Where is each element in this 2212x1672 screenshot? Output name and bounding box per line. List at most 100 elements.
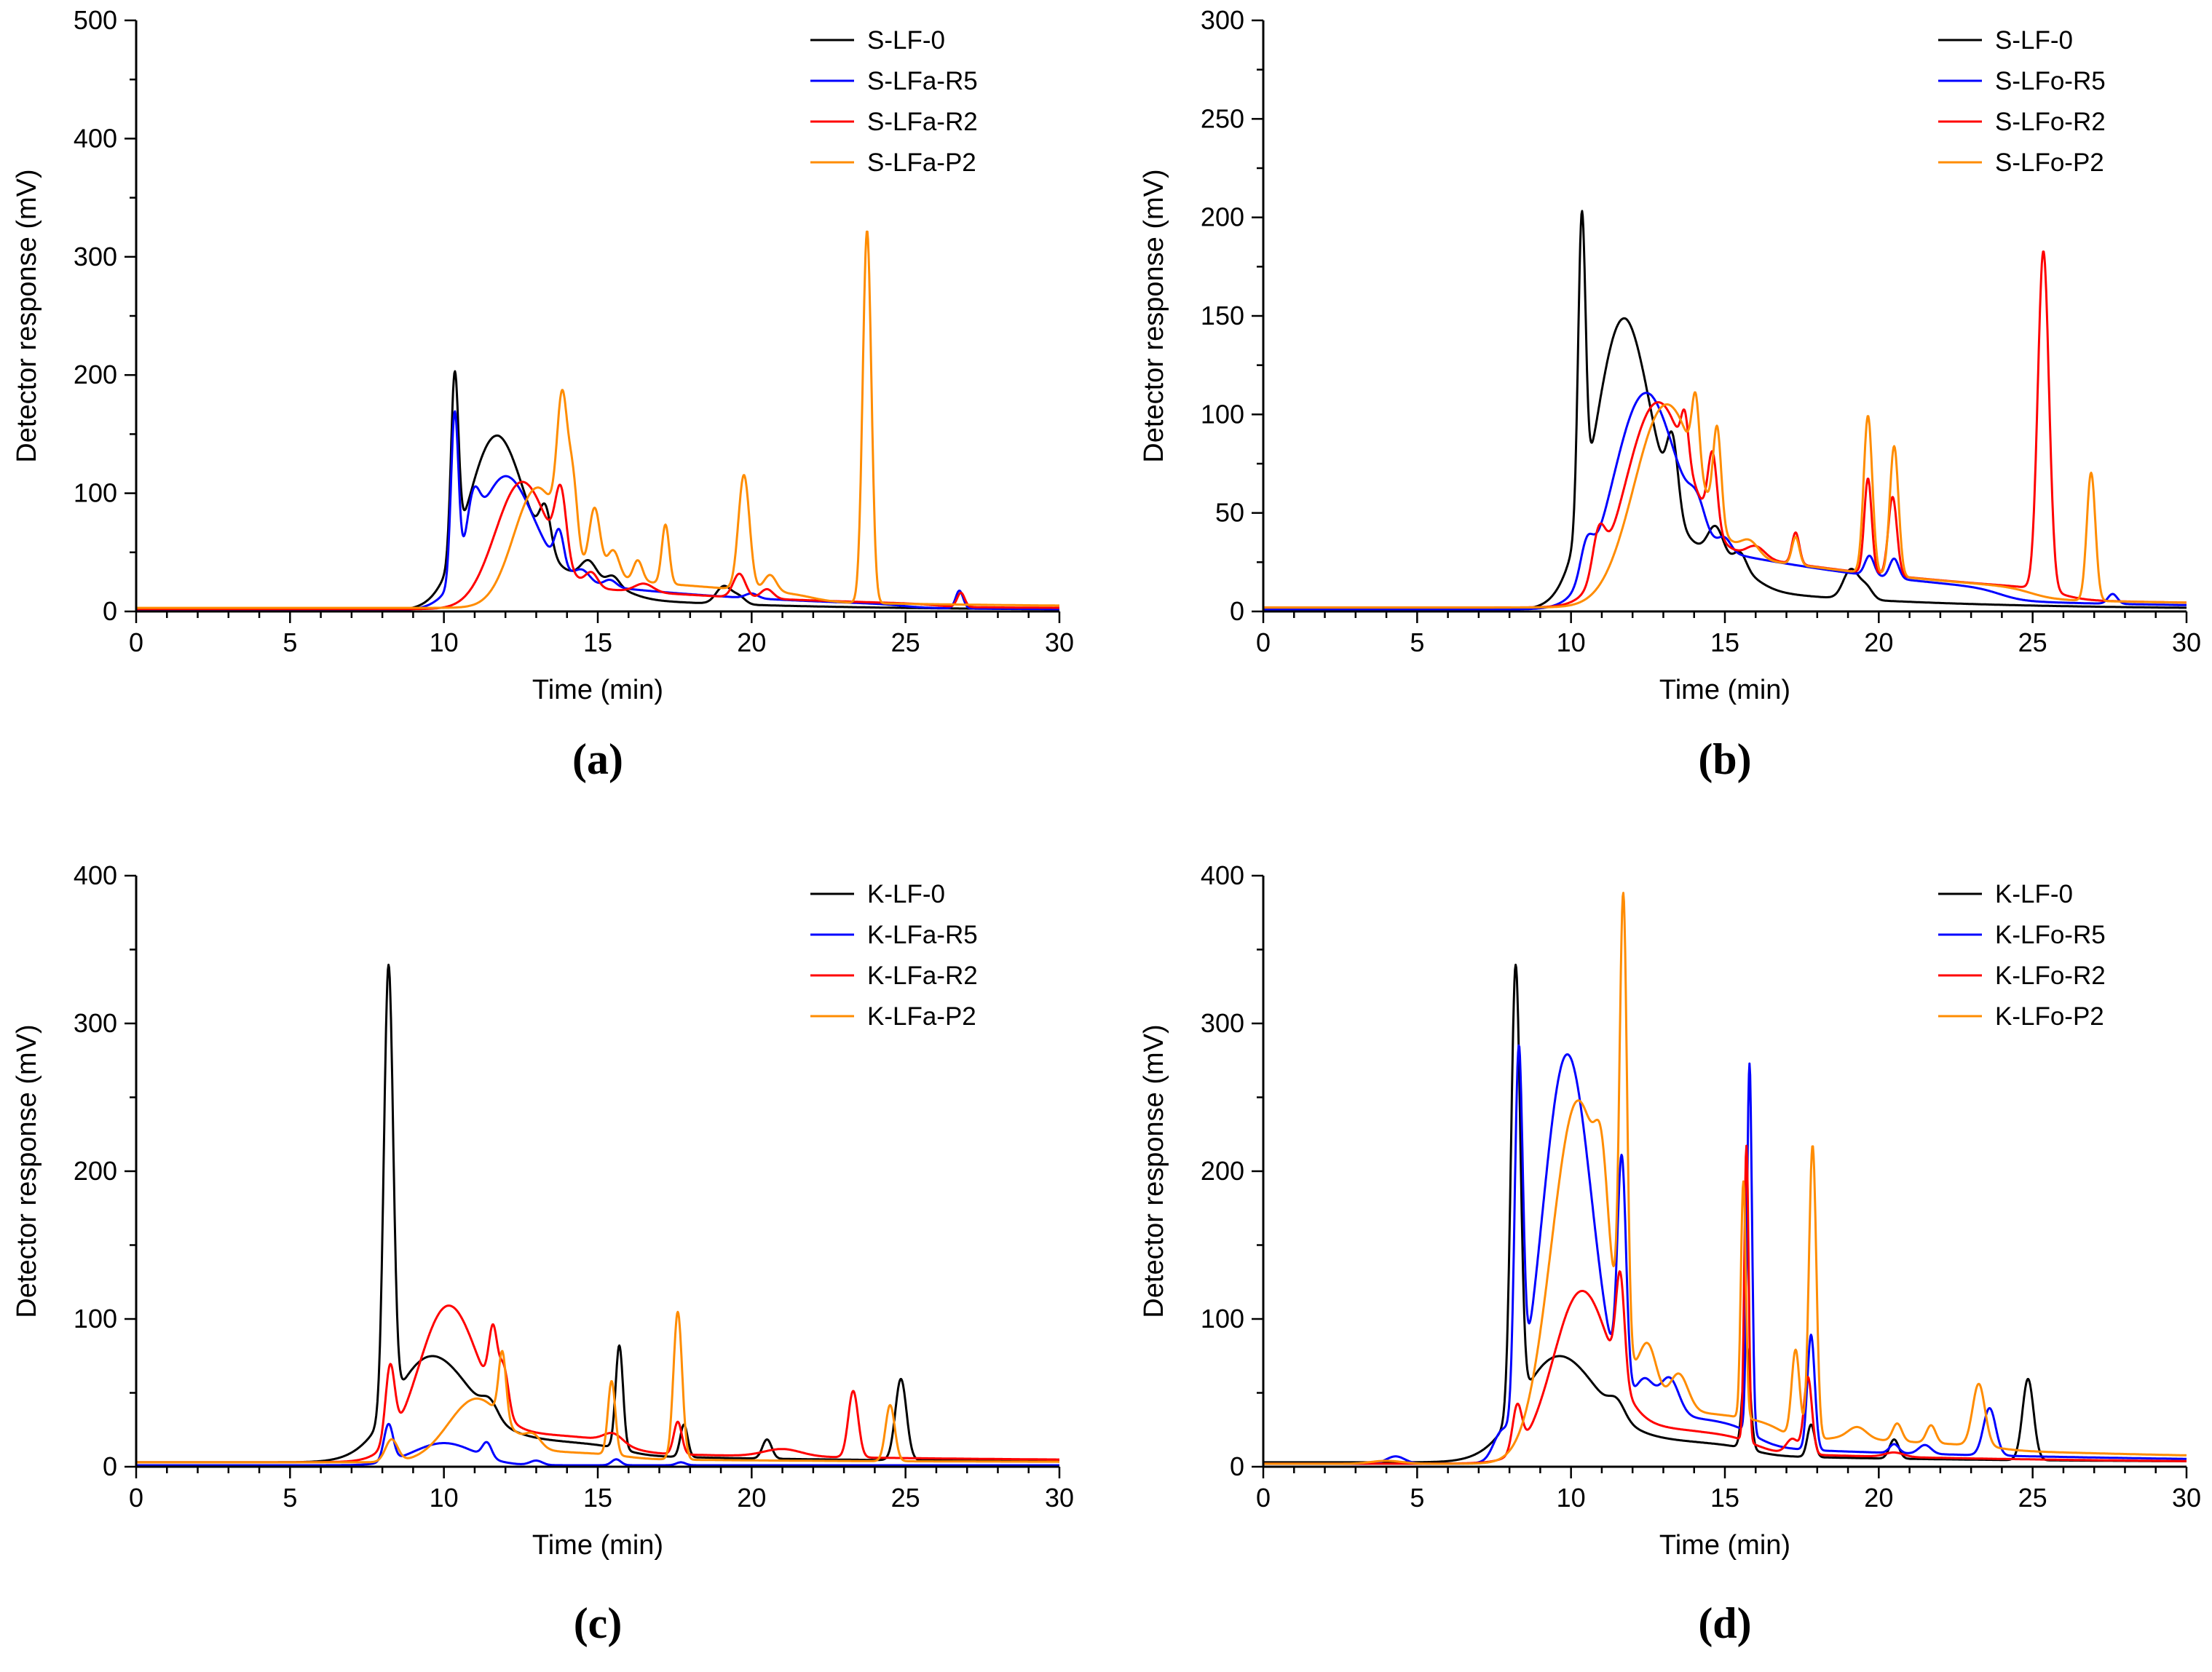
y-tick-label: 0: [1230, 596, 1244, 626]
y-tick-label: 100: [1201, 1304, 1244, 1334]
series-line-K-LF-0: [136, 963, 1059, 1464]
y-tick-label: 300: [74, 242, 117, 272]
x-tick-label: 10: [1557, 627, 1586, 657]
x-tick-label: 15: [1710, 1483, 1739, 1513]
x-tick-label: 5: [1410, 627, 1424, 657]
x-tick-label: 5: [283, 1483, 297, 1513]
x-tick-label: 15: [1710, 627, 1739, 657]
legend: S-LF-0 S-LFo-R5 S-LFo-R2 S-LFo-P2: [1938, 26, 2106, 177]
series-group: [1263, 210, 2187, 611]
series-line-K-LFo-P2: [1263, 892, 2187, 1465]
y-tick-label: 100: [74, 1304, 117, 1334]
series-line-S-LFo-R5: [1263, 392, 2187, 611]
x-tick-label: 25: [2018, 627, 2047, 657]
panel-label: (d): [1698, 1599, 1751, 1647]
x-axis-title: Time (min): [532, 1530, 663, 1561]
x-tick-label: 10: [1557, 1483, 1586, 1513]
y-tick-label: 100: [74, 478, 117, 508]
legend-label: S-LF-0: [1995, 26, 2073, 55]
x-tick-label: 20: [1864, 627, 1893, 657]
y-tick-label: 300: [74, 1008, 117, 1038]
legend-label: K-LFo-R5: [1995, 921, 2106, 949]
x-axis-title: Time (min): [1659, 675, 1790, 705]
x-tick-label: 20: [1864, 1483, 1893, 1513]
y-tick-label: 0: [103, 596, 117, 626]
series-line-S-LF-0: [1263, 210, 2187, 611]
y-tick-label: 300: [1201, 5, 1244, 35]
y-axis-title: Detector response (mV): [1139, 169, 1169, 462]
series-line-S-LFa-P2: [136, 230, 1059, 609]
y-tick-label: 0: [103, 1451, 117, 1481]
x-tick-label: 30: [1045, 1483, 1074, 1513]
panel-label: (b): [1698, 735, 1751, 783]
legend-label: K-LFa-P2: [867, 1002, 976, 1031]
series-line-K-LFa-P2: [136, 1310, 1059, 1464]
y-tick-label: 400: [1201, 860, 1244, 890]
x-axis-title: Time (min): [1659, 1530, 1790, 1561]
y-tick-label: 0: [1230, 1451, 1244, 1481]
legend: K-LF-0 K-LFa-R5 K-LFa-R2 K-LFa-P2: [810, 880, 978, 1031]
series-group: [136, 230, 1059, 611]
x-tick-label: 30: [2172, 627, 2201, 657]
x-tick-label: 0: [129, 1483, 143, 1513]
series-line-K-LFa-R2: [136, 1304, 1059, 1464]
legend-label: K-LFa-R2: [867, 962, 978, 990]
series-line-K-LFo-R5: [1263, 1044, 2187, 1465]
x-tick-label: 30: [2172, 1483, 2201, 1513]
x-axis-title: Time (min): [532, 675, 663, 705]
panel-label: (a): [572, 735, 623, 783]
y-tick-label: 200: [74, 360, 117, 389]
legend-label: S-LFo-R5: [1995, 67, 2106, 95]
x-tick-label: 0: [1256, 1483, 1271, 1513]
x-tick-label: 15: [583, 627, 612, 657]
series-group: [1263, 892, 2187, 1465]
x-tick-label: 20: [737, 1483, 766, 1513]
x-tick-label: 10: [430, 1483, 459, 1513]
panel-label: (c): [574, 1599, 623, 1647]
y-tick-label: 200: [1201, 1156, 1244, 1186]
series-line-S-LFa-R5: [136, 410, 1059, 611]
y-axis-title: Detector response (mV): [12, 169, 42, 462]
x-tick-label: 20: [737, 627, 766, 657]
legend: S-LF-0 S-LFa-R5 S-LFa-R2 S-LFa-P2: [810, 26, 978, 177]
y-tick-label: 200: [74, 1156, 117, 1186]
y-tick-label: 500: [74, 5, 117, 35]
y-tick-label: 150: [1201, 301, 1244, 330]
legend-label: K-LF-0: [867, 880, 945, 908]
x-tick-label: 25: [891, 627, 920, 657]
legend-label: K-LFa-R5: [867, 921, 978, 949]
legend-label: S-LFo-P2: [1995, 148, 2104, 177]
x-tick-label: 5: [283, 627, 297, 657]
y-tick-label: 250: [1201, 103, 1244, 133]
series-line-S-LFo-P2: [1263, 391, 2187, 609]
series-line-S-LF-0: [136, 370, 1059, 611]
y-tick-label: 300: [1201, 1008, 1244, 1038]
series-line-K-LFa-R5: [136, 1422, 1059, 1467]
x-tick-label: 0: [129, 627, 143, 657]
y-tick-label: 200: [1201, 202, 1244, 232]
series-line-S-LFo-R2: [1263, 250, 2187, 609]
x-tick-label: 0: [1256, 627, 1271, 657]
series-group: [136, 963, 1059, 1467]
legend-label: K-LFo-P2: [1995, 1002, 2104, 1031]
y-tick-label: 400: [74, 860, 117, 890]
x-tick-label: 5: [1410, 1483, 1424, 1513]
y-tick-label: 100: [1201, 399, 1244, 429]
y-axis-title: Detector response (mV): [12, 1024, 42, 1318]
legend-label: K-LFo-R2: [1995, 962, 2106, 990]
y-tick-label: 50: [1215, 498, 1244, 528]
series-line-K-LF-0: [1263, 963, 2187, 1464]
legend-label: S-LFa-P2: [867, 148, 976, 177]
x-tick-label: 25: [2018, 1483, 2047, 1513]
legend-label: S-LFo-R2: [1995, 108, 2106, 136]
y-tick-label: 400: [74, 123, 117, 153]
legend: K-LF-0 K-LFo-R5 K-LFo-R2 K-LFo-P2: [1938, 880, 2106, 1031]
series-line-S-LFa-R2: [136, 480, 1059, 611]
legend-label: S-LFa-R5: [867, 67, 978, 95]
x-tick-label: 15: [583, 1483, 612, 1513]
